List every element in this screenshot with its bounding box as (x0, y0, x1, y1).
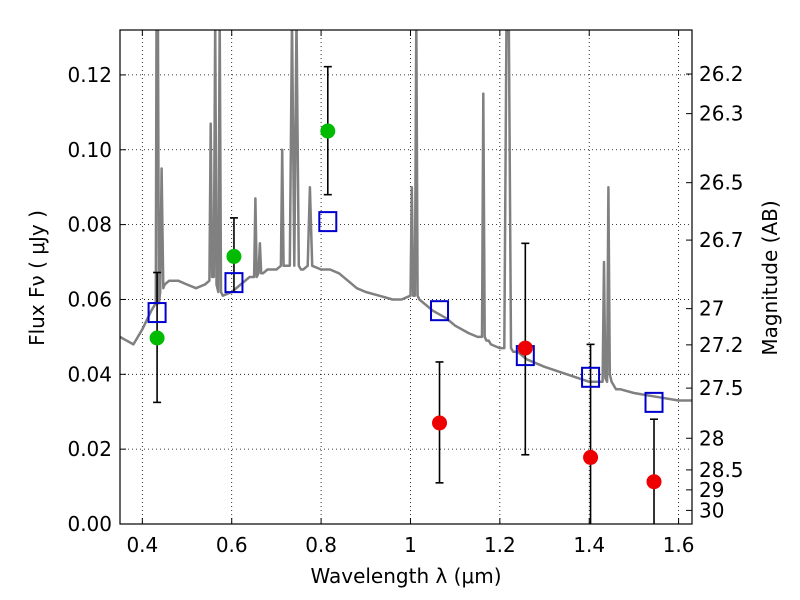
mag-tick-label: 26.3 (699, 102, 744, 126)
x-tick-label: 1.6 (663, 533, 695, 557)
nondetection-point (583, 449, 599, 465)
model-photometry-square (644, 391, 664, 413)
y-tick-label: 0.10 (67, 138, 112, 162)
mag-tick-label: 28.5 (699, 458, 744, 482)
x-tick-label: 0.8 (305, 533, 337, 557)
mag-tick-label: 29 (699, 478, 724, 502)
y-tick-label: 0.12 (67, 63, 112, 87)
y-tick-label: 0.08 (67, 213, 112, 237)
grid (120, 30, 692, 525)
spectrum-line (120, 30, 692, 402)
x-axis-title: Wavelength λ (μm) (310, 564, 501, 588)
y-tick-label: 0.00 (67, 512, 112, 536)
x-tick-label: 1.2 (484, 533, 516, 557)
clipped-data (120, 30, 692, 524)
mag-tick-label: 26.5 (699, 171, 744, 195)
nondetection-point (646, 474, 662, 490)
plot-area (120, 30, 692, 524)
model-photometry-square (147, 302, 167, 324)
y-axis-title: Flux Fν ( μJy ) (25, 210, 49, 346)
mag-tick-label: 27.5 (699, 376, 744, 400)
axes: 0.4 0.6 0.8 1 1.2 1.4 1.6 0.00 0.02 0.04 0.06 0.08 0… (67, 29, 744, 557)
mag-tick-label: 27.2 (699, 333, 744, 357)
y2-axis-title: Magnitude (AB) (758, 200, 782, 355)
nondetection-point (432, 415, 448, 431)
mag-tick-label: 28 (699, 426, 724, 450)
mag-tick-label: 26.7 (699, 228, 744, 252)
y-tick-label: 0.04 (67, 362, 112, 386)
detection-point (226, 248, 242, 264)
mag-tick-label: 26.2 (699, 62, 744, 86)
x-tick-label: 1 (404, 533, 417, 557)
model-photometry-square (318, 211, 338, 233)
x-tick-label: 0.6 (216, 533, 248, 557)
mag-tick-label: 27 (699, 297, 724, 321)
plot-frame (119, 29, 693, 525)
y-tick-label: 0.06 (67, 287, 112, 311)
nondetection-point (517, 340, 533, 356)
x-tick-label: 0.4 (126, 533, 158, 557)
model-photometry-square (430, 300, 450, 322)
x-tick-label: 1.4 (573, 533, 605, 557)
y-tick-label: 0.02 (67, 437, 112, 461)
detection-point (149, 330, 165, 346)
mag-tick-label: 30 (699, 498, 724, 522)
model-photometry-square (581, 366, 601, 388)
model-photometry-square (224, 272, 244, 294)
detection-point (320, 123, 336, 139)
